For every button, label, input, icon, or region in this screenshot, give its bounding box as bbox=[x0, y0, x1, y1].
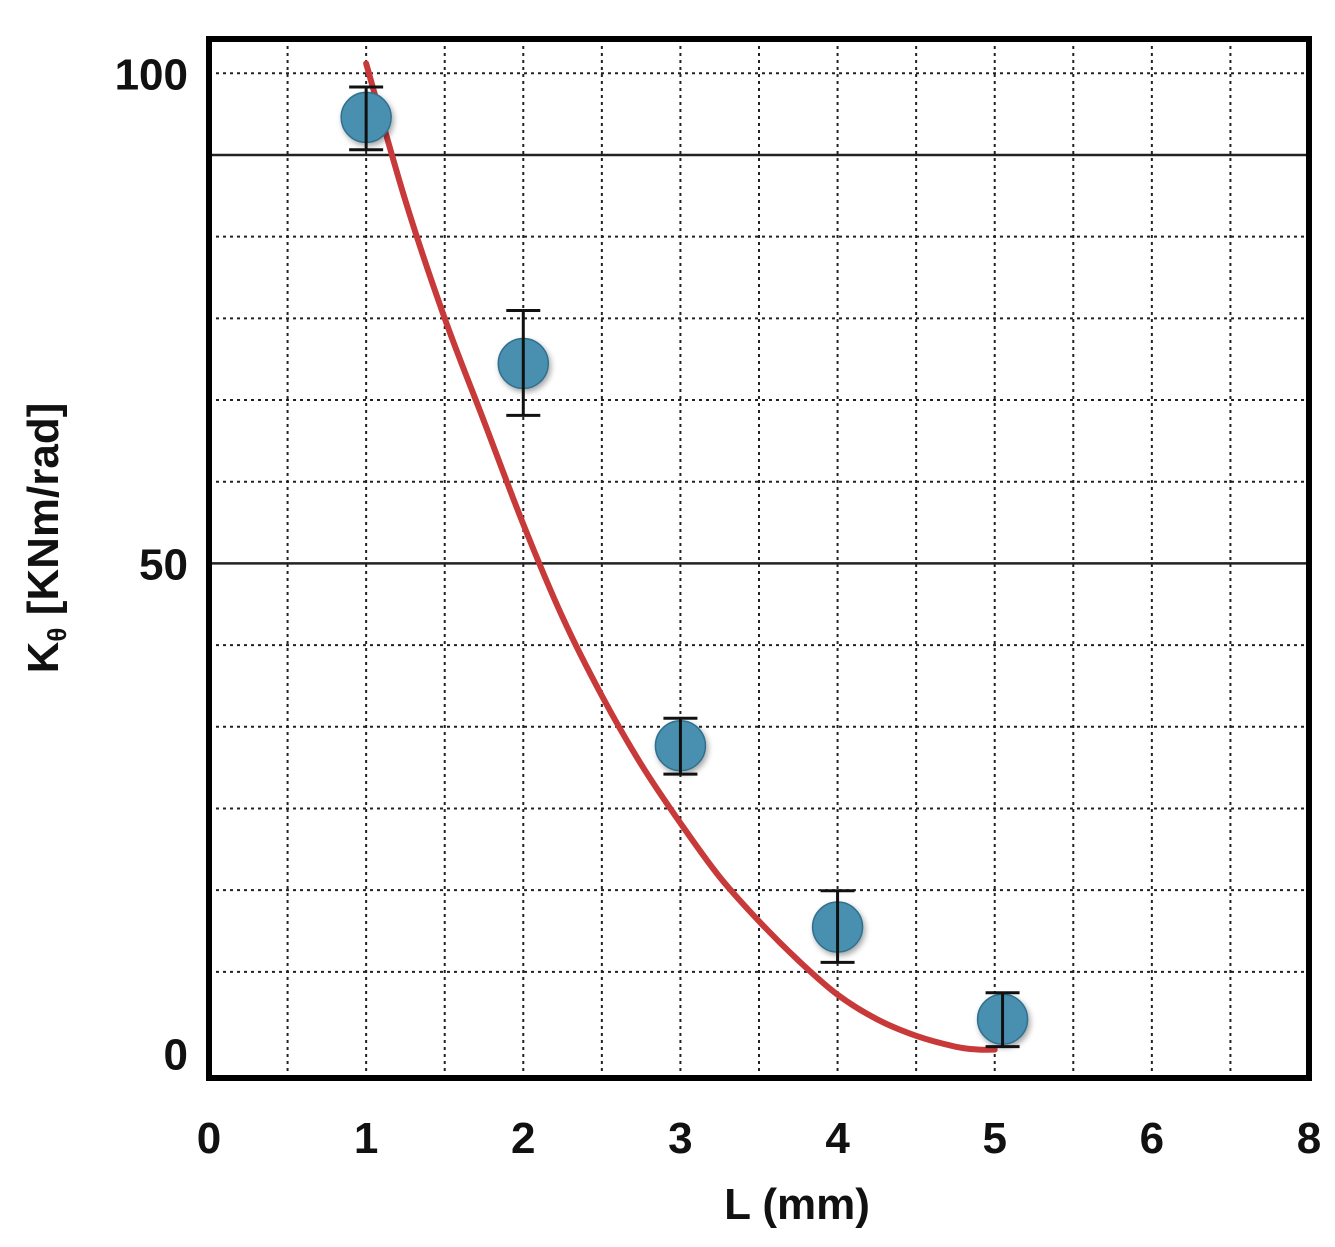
y-tick-labels: 0 50 100 bbox=[115, 50, 188, 1079]
y-axis-title: Kθ [KNm/rad] bbox=[19, 403, 72, 674]
x-tick-label: 4 bbox=[825, 1114, 850, 1163]
fit-curve-layer bbox=[363, 60, 998, 1053]
y-axis-title-main: K bbox=[19, 641, 68, 673]
error-bar bbox=[663, 716, 698, 776]
x-tick-labels: 0 1 2 3 4 5 6 8 bbox=[197, 1114, 1321, 1163]
x-tick-label: 6 bbox=[1140, 1114, 1164, 1163]
x-tick-label: 3 bbox=[668, 1114, 692, 1163]
fit-curve bbox=[363, 60, 998, 1053]
x-tick-label: 1 bbox=[354, 1114, 378, 1163]
x-tick-label: 0 bbox=[197, 1114, 221, 1163]
grid bbox=[209, 39, 1309, 1078]
error-bar bbox=[349, 85, 384, 152]
y-tick-label: 100 bbox=[115, 50, 188, 99]
error-bar bbox=[506, 309, 541, 417]
y-axis-title-unit: [KNm/rad] bbox=[19, 403, 68, 628]
x-tick-label: 5 bbox=[982, 1114, 1006, 1163]
plot-frame bbox=[206, 36, 1312, 1081]
error-bar bbox=[820, 889, 855, 964]
y-tick-label: 50 bbox=[139, 540, 188, 589]
error-bars-layer bbox=[349, 85, 1020, 1049]
y-axis-title-subscript: θ bbox=[42, 628, 72, 642]
error-bar bbox=[985, 991, 1020, 1049]
x-tick-label: 8 bbox=[1297, 1114, 1321, 1163]
y-tick-label: 0 bbox=[164, 1030, 188, 1079]
x-tick-label: 2 bbox=[511, 1114, 535, 1163]
x-axis-title: L (mm) bbox=[724, 1180, 870, 1229]
